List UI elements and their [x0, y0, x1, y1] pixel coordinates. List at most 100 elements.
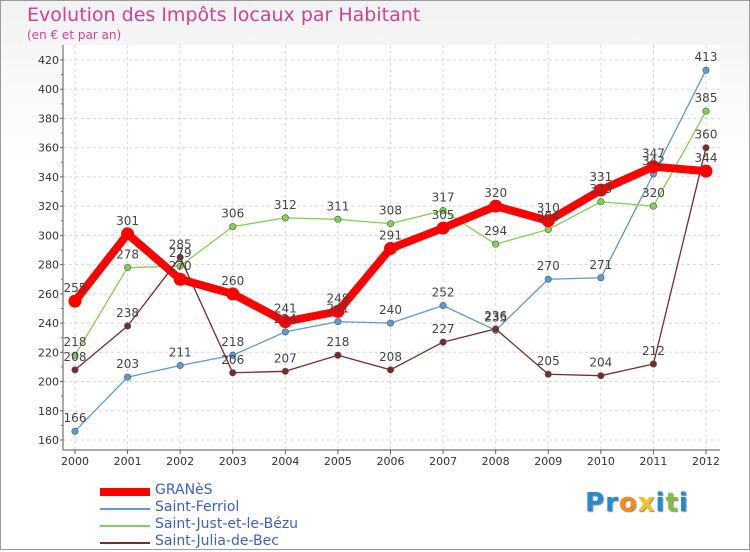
- y-tick-label: 420: [38, 54, 59, 67]
- chart-title: Evolution des Impôts locaux par Habitant: [27, 4, 421, 26]
- series-point-1: [439, 302, 447, 310]
- x-tick-label: 2004: [271, 455, 299, 468]
- series-point-1: [334, 318, 342, 326]
- data-label-3: 360: [695, 128, 718, 142]
- series-point-3: [649, 360, 657, 368]
- series-point-3: [492, 325, 500, 333]
- series-point-1: [176, 361, 184, 369]
- series-point-0: [436, 221, 450, 235]
- y-tick-label: 240: [38, 317, 59, 330]
- series-point-0: [68, 294, 82, 308]
- x-tick-label: 2006: [377, 455, 405, 468]
- data-label-1: 270: [537, 259, 560, 273]
- data-label-1: 241: [326, 302, 349, 316]
- data-label-1: 211: [169, 345, 192, 359]
- x-tick-label: 2005: [324, 455, 352, 468]
- data-label-2: 323: [589, 182, 612, 196]
- data-label-1: 271: [589, 258, 612, 272]
- series-point-0: [173, 272, 187, 286]
- series-point-2: [386, 220, 394, 228]
- x-tick-label: 2003: [219, 455, 247, 468]
- series-point-2: [71, 351, 79, 359]
- data-label-0: 305: [432, 208, 455, 222]
- y-tick-label: 220: [38, 346, 59, 359]
- data-label-0: 320: [484, 186, 507, 200]
- data-label-3: 212: [642, 344, 665, 358]
- data-label-0: 291: [379, 229, 402, 243]
- data-label-1: 240: [379, 303, 402, 317]
- series-point-3: [702, 144, 710, 152]
- data-label-3: 227: [432, 322, 455, 336]
- series-point-1: [597, 274, 605, 282]
- series-point-2: [649, 202, 657, 210]
- series-point-3: [281, 367, 289, 375]
- series-point-0: [541, 214, 555, 228]
- data-label-1: 234: [274, 312, 297, 326]
- data-label-3: 236: [484, 309, 507, 323]
- series-point-3: [229, 369, 237, 377]
- series-point-2: [334, 215, 342, 223]
- series-point-0: [489, 199, 503, 213]
- data-label-3: 208: [379, 350, 402, 364]
- logo-letter: r: [605, 488, 619, 518]
- data-label-0: 248: [326, 291, 349, 305]
- legend-swatch: [100, 488, 150, 496]
- series-point-2: [492, 240, 500, 248]
- legend-label: GRANèS: [155, 482, 213, 498]
- series-point-3: [597, 372, 605, 380]
- series-point-2: [229, 223, 237, 231]
- x-tick-label: 2001: [114, 455, 142, 468]
- legend-swatch: [100, 542, 150, 544]
- y-tick-label: 180: [38, 405, 59, 418]
- logo-letter: P: [585, 488, 606, 518]
- data-label-3: 207: [274, 351, 297, 365]
- data-label-0: 310: [537, 201, 560, 215]
- data-label-3: 206: [221, 353, 244, 367]
- legend-label: Saint-Just-et-le-Bézu: [155, 516, 299, 532]
- data-label-3: 204: [589, 356, 612, 370]
- data-label-2: 312: [274, 198, 297, 212]
- data-label-2: 311: [326, 199, 349, 213]
- x-tick-label: 2009: [534, 455, 562, 468]
- data-label-0: 347: [642, 147, 665, 161]
- data-label-0: 270: [169, 259, 192, 273]
- data-label-2: 294: [484, 224, 507, 238]
- series-point-1: [281, 328, 289, 336]
- data-label-3: 205: [537, 354, 560, 368]
- data-label-3: 285: [169, 237, 192, 251]
- y-tick-label: 280: [38, 259, 59, 272]
- logo-letter: x: [637, 488, 656, 518]
- data-label-1: 342: [642, 154, 665, 168]
- data-label-1: 218: [221, 335, 244, 349]
- logo-letter: i: [678, 488, 689, 518]
- y-tick-label: 260: [38, 288, 59, 301]
- data-label-3: 238: [116, 306, 139, 320]
- series-point-0: [699, 164, 713, 178]
- series-point-1: [702, 66, 710, 74]
- series-point-3: [334, 351, 342, 359]
- series-point-3: [439, 338, 447, 346]
- data-label-2: 320: [642, 186, 665, 200]
- series-point-3: [71, 366, 79, 374]
- series-point-3: [386, 366, 394, 374]
- data-label-0: 255: [64, 281, 87, 295]
- legend-label: Saint-Julia-de-Bec: [155, 533, 279, 549]
- data-label-2: 304: [537, 210, 560, 224]
- data-label-0: 301: [116, 214, 139, 228]
- series-point-2: [176, 262, 184, 270]
- data-label-2: 278: [116, 248, 139, 262]
- data-label-0: 260: [221, 274, 244, 288]
- y-tick-label: 340: [38, 171, 59, 184]
- x-tick-label: 2007: [429, 455, 457, 468]
- x-tick-label: 2000: [61, 455, 89, 468]
- data-label-0: 241: [274, 302, 297, 316]
- chart-subtitle: (en € et par an): [27, 28, 122, 42]
- series-point-0: [226, 287, 240, 301]
- x-tick-label: 2012: [692, 455, 720, 468]
- series-point-2: [281, 214, 289, 222]
- series-point-0: [278, 315, 292, 329]
- proxiti-logo: Proxiti: [585, 488, 689, 518]
- data-label-2: 218: [64, 335, 87, 349]
- series-point-1: [386, 319, 394, 327]
- y-tick-label: 300: [38, 229, 59, 242]
